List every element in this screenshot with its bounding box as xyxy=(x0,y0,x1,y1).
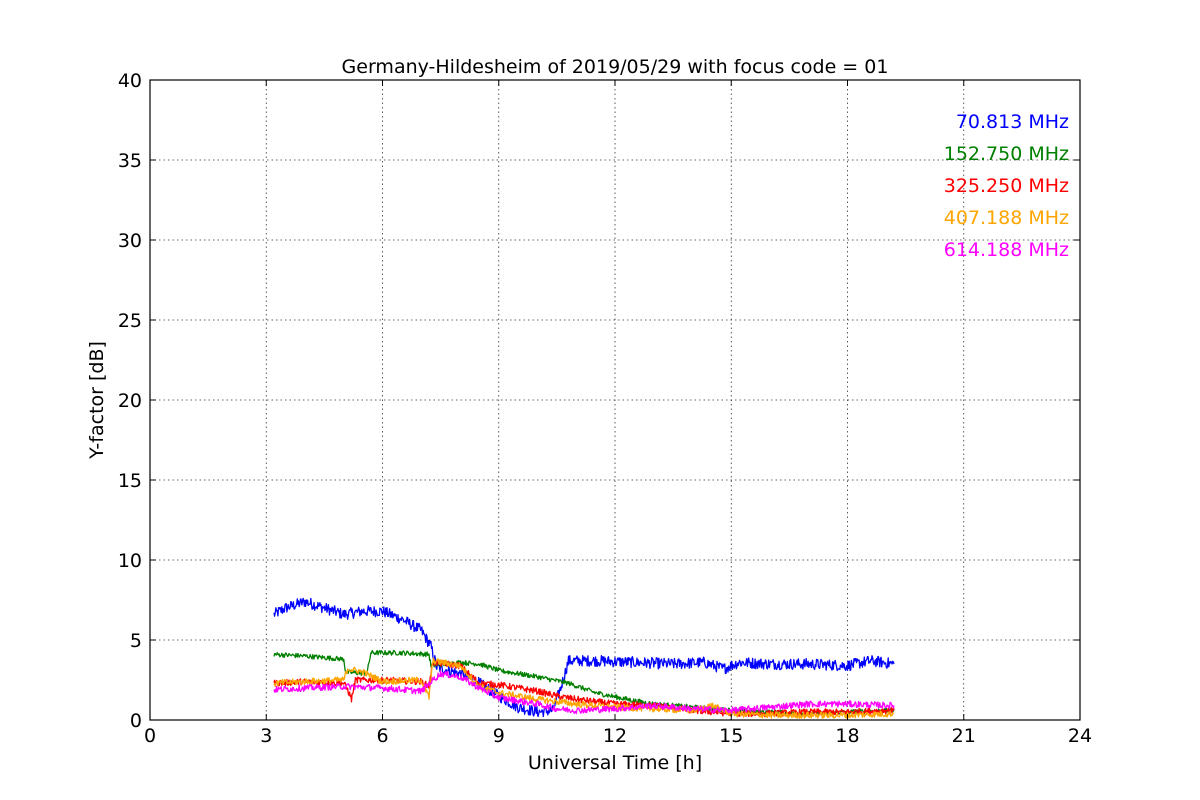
x-tick-label: 0 xyxy=(144,725,156,747)
x-tick-label: 21 xyxy=(952,725,976,747)
legend-entry: 152.750 MHz xyxy=(944,143,1069,165)
legend-entry: 614.188 MHz xyxy=(944,239,1069,261)
x-tick-label: 9 xyxy=(493,725,505,747)
plot-area xyxy=(273,597,895,720)
x-axis-label: Universal Time [h] xyxy=(528,752,702,774)
legend: 70.813 MHz 152.750 MHz 325.250 MHz 407.188 … xyxy=(944,111,1069,261)
chart-title: Germany-Hildesheim of 2019/05/29 with fo… xyxy=(342,56,889,78)
series-line xyxy=(273,670,895,715)
x-tick-label: 6 xyxy=(376,725,388,747)
y-axis-label: Y-factor [dB] xyxy=(86,341,108,460)
y-tick-label: 15 xyxy=(118,470,142,492)
y-tick-label: 35 xyxy=(118,150,142,172)
y-tick-label: 5 xyxy=(130,630,142,652)
grid xyxy=(150,80,1080,720)
legend-entry: 407.188 MHz xyxy=(944,207,1069,229)
x-tick-label: 18 xyxy=(835,725,859,747)
x-tick-label: 24 xyxy=(1068,725,1092,747)
y-tick-label: 0 xyxy=(130,710,142,732)
y-tick-label: 20 xyxy=(118,390,142,412)
series-line xyxy=(273,597,895,718)
series-line xyxy=(273,657,895,720)
ticks: 0 3 6 9 12 15 18 21 24 0 5 10 15 20 25 30 35 40 xyxy=(118,70,1092,747)
x-tick-label: 3 xyxy=(260,725,272,747)
legend-entry: 70.813 MHz xyxy=(956,111,1069,133)
y-tick-label: 10 xyxy=(118,550,142,572)
x-tick-label: 12 xyxy=(603,725,627,747)
y-tick-label: 30 xyxy=(118,230,142,252)
x-tick-label: 15 xyxy=(719,725,743,747)
legend-entry: 325.250 MHz xyxy=(944,175,1069,197)
y-tick-label: 25 xyxy=(118,310,142,332)
y-tick-label: 40 xyxy=(118,70,142,92)
